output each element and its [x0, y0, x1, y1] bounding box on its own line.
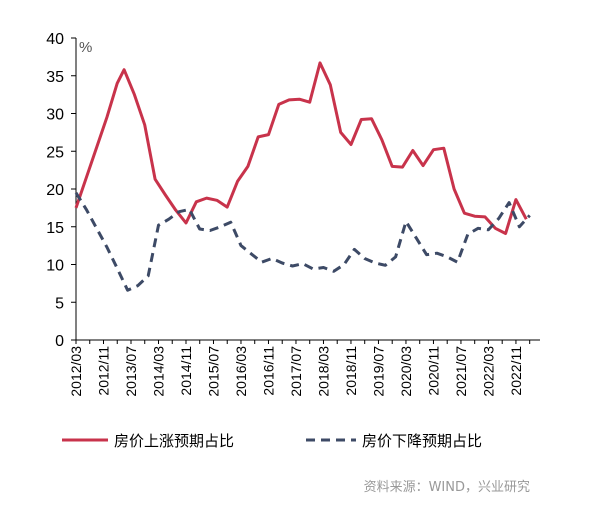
y-tick-label: 10: [46, 258, 64, 275]
y-tick-label: 30: [46, 107, 64, 124]
series-layer: [74, 61, 531, 292]
x-tick-label: 2020/03: [398, 346, 414, 397]
y-unit-label: %: [79, 39, 92, 56]
y-tick-label: 25: [46, 144, 64, 161]
x-tick-label: 2022/11: [508, 346, 524, 396]
legend: 房价上涨预期占比 房价下降预期占比: [62, 432, 482, 450]
y-axis: 0 5 10 15 20 25 30 35 40: [46, 31, 77, 350]
x-tick-label: 2014/11: [178, 346, 194, 396]
y-tick-label: 35: [46, 69, 64, 86]
x-tick-label: 2012/03: [68, 346, 84, 397]
y-tick-label: 0: [55, 333, 64, 350]
x-tick-label: 2020/11: [425, 346, 441, 396]
y-tick-label: 20: [46, 182, 64, 199]
series-line-price-rise: [74, 61, 528, 235]
y-tick-label: 15: [46, 220, 64, 237]
y-tick-label: 40: [46, 31, 64, 48]
x-tick-label: 2015/07: [205, 346, 221, 397]
x-tick-label: 2013/07: [123, 346, 139, 397]
x-tick-label: 2021/07: [453, 346, 469, 397]
x-tick-label: 2022/03: [480, 346, 496, 397]
x-tick-label: 2014/03: [150, 346, 166, 397]
source-note: 资料来源：WIND，兴业研究: [364, 480, 530, 495]
y-tick-label: 5: [55, 295, 64, 312]
legend-label-price-rise: 房价上涨预期占比: [114, 432, 234, 450]
x-tick-label: 2018/03: [315, 346, 331, 397]
legend-label-price-fall: 房价下降预期占比: [362, 432, 482, 450]
x-tick-label: 2019/07: [370, 346, 386, 397]
x-tick-label: 2017/07: [288, 346, 304, 397]
x-axis: 2012/03 2012/11 2013/07 2014/03 2014/11 2015/…: [68, 339, 540, 397]
x-tick-label: 2018/11: [343, 346, 359, 396]
series-line-price-fall: [74, 192, 531, 292]
x-tick-label: 2012/11: [95, 346, 111, 396]
x-tick-label: 2016/11: [260, 346, 276, 396]
x-tick-label: 2016/03: [233, 346, 249, 397]
